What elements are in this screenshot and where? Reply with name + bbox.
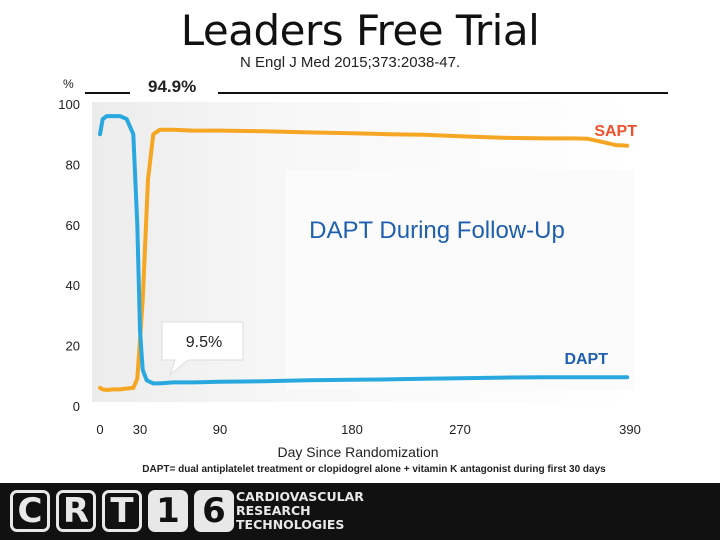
inset-title: DAPT During Follow-Up (309, 217, 565, 244)
annotation-dapt-rate: 9.5% (186, 334, 222, 351)
y-tick-labels: 0 20 40 60 80 100 (58, 97, 80, 414)
callout-dapt-rate (161, 321, 244, 377)
inset-panel (285, 170, 635, 390)
x-tick-label: 390 (619, 422, 641, 437)
logo-line: RESEARCH (236, 503, 311, 518)
logo-letter: T (102, 490, 142, 532)
x-tick-label: 30 (133, 422, 147, 437)
y-tick-label: 60 (66, 218, 80, 233)
series-line-sapt (98, 127, 630, 392)
logo-letter: 1 (148, 490, 188, 532)
y-tick-label: 0 (73, 399, 80, 414)
logo-letter: R (56, 490, 96, 532)
slide-title: Leaders Free Trial (180, 6, 540, 55)
series-label-dapt: DAPT (564, 351, 608, 368)
logo-wordmark: CARDIOVASCULAR RESEARCH TECHNOLOGIES (236, 490, 364, 532)
y-tick-label: 40 (66, 278, 80, 293)
y-axis-label: % (63, 77, 74, 91)
logo-line: TECHNOLOGIES (236, 517, 345, 532)
x-tick-labels: 0 30 90 180 270 390 (96, 422, 640, 437)
y-tick-label: 100 (58, 97, 80, 112)
footnote: DAPT= dual antiplatelet treatment or clo… (142, 464, 606, 475)
logo-letter: 6 (194, 490, 234, 532)
survival-chart: % 0 20 40 60 80 100 0 30 90 180 270 390 SAPT DAPT … (58, 77, 668, 460)
annotation-sapt-rate: 94.9% (148, 77, 196, 96)
x-axis-label: Day Since Randomization (277, 444, 438, 460)
series-line-dapt (98, 114, 630, 386)
x-tick-label: 0 (96, 422, 103, 437)
footer-bar: C R T 1 6 CARDIOVASCULAR RESEARCH TECHNO… (0, 483, 720, 540)
x-tick-label: 180 (341, 422, 363, 437)
y-tick-label: 20 (66, 339, 80, 354)
logo-letter: C (10, 490, 50, 532)
y-tick-label: 80 (66, 157, 80, 172)
citation: N Engl J Med 2015;373:2038-47. (240, 54, 461, 71)
logo-line: CARDIOVASCULAR (236, 489, 364, 504)
series-label-sapt: SAPT (594, 123, 637, 140)
x-tick-label: 270 (449, 422, 471, 437)
x-tick-label: 90 (213, 422, 227, 437)
